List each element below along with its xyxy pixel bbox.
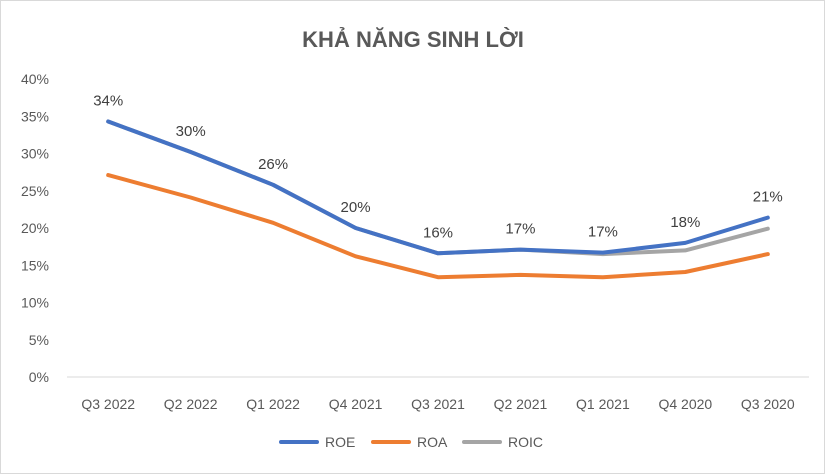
x-tick-label: Q3 2022 — [81, 396, 135, 412]
series-line-roa — [106, 173, 770, 280]
legend-label-roe: ROE — [325, 434, 355, 450]
y-tick-label: 5% — [29, 332, 49, 348]
x-tick-label: Q3 2021 — [411, 396, 465, 412]
x-tick-label: Q1 2022 — [246, 396, 300, 412]
series-line-roe — [106, 119, 770, 256]
legend: ROE ROA ROIC — [279, 434, 543, 450]
y-axis: 0% 5% 10% 15% 20% 25% 30% 35% 40% — [21, 71, 49, 385]
data-label: 34% — [93, 92, 123, 109]
y-tick-label: 40% — [21, 71, 49, 87]
x-tick-label: Q1 2021 — [576, 396, 630, 412]
y-tick-label: 35% — [21, 108, 49, 124]
data-label: 17% — [505, 221, 535, 238]
x-tick-label: Q2 2022 — [164, 396, 218, 412]
data-label: 21% — [753, 189, 783, 206]
x-tick-label: Q3 2020 — [741, 396, 795, 412]
y-tick-label: 30% — [21, 146, 49, 162]
data-label: 16% — [423, 224, 453, 241]
x-axis: Q3 2022 Q2 2022 Q1 2022 Q4 2021 Q3 2021 Q2 20… — [81, 396, 794, 412]
data-label: 17% — [588, 224, 618, 241]
x-tick-label: Q4 2020 — [658, 396, 712, 412]
y-tick-label: 0% — [29, 369, 49, 385]
y-tick-label: 20% — [21, 220, 49, 236]
chart-title: KHẢ NĂNG SINH LỜI — [302, 27, 524, 52]
x-tick-label: Q4 2021 — [329, 396, 383, 412]
data-label: 20% — [341, 199, 371, 216]
y-tick-label: 15% — [21, 257, 49, 273]
x-tick-label: Q2 2021 — [494, 396, 548, 412]
data-label: 18% — [670, 214, 700, 231]
legend-label-roic: ROIC — [508, 434, 543, 450]
legend-label-roa: ROA — [417, 434, 448, 450]
data-labels: 34% 30% 26% 20% 16% 17% 17% 18% 21% — [93, 92, 783, 241]
data-label: 26% — [258, 156, 288, 173]
y-tick-label: 25% — [21, 183, 49, 199]
data-label: 30% — [176, 123, 206, 140]
series-lines — [106, 119, 770, 280]
y-tick-label: 10% — [21, 295, 49, 311]
